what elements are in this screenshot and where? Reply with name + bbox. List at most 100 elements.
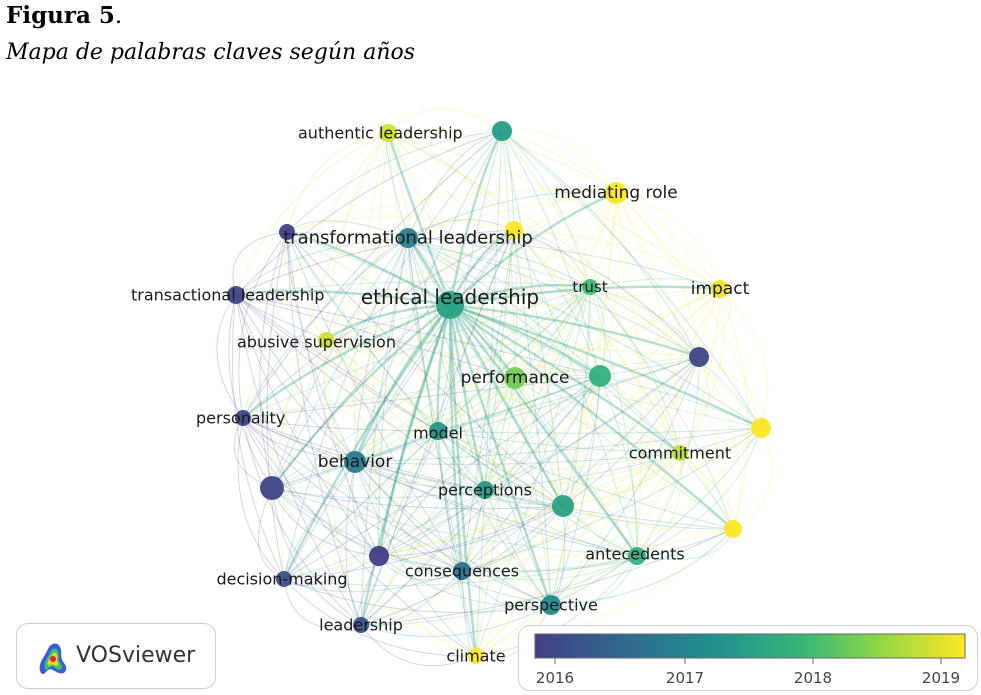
network-link [679,356,710,454]
node-unlabeled-lower-right[interactable] [724,520,742,538]
network-link [407,237,564,507]
network-link [407,237,601,377]
node-commitment[interactable] [672,445,688,461]
network-link [437,427,762,434]
node-ethical-leadership[interactable] [436,291,464,319]
network-link [235,229,515,296]
label-mediating-role: mediating role [554,183,678,203]
network-link [354,452,681,465]
network-link [235,294,486,491]
network-link [237,417,285,580]
node-trust[interactable] [582,279,598,295]
node-performance[interactable] [504,367,526,389]
network-link [589,286,606,377]
network-link [449,303,681,454]
node-climate[interactable] [468,648,484,664]
network-link [407,237,439,432]
network-link [354,286,591,463]
node-perceptions[interactable] [476,481,494,499]
network-link [354,130,503,463]
network-link [325,339,380,557]
node-extra-teal-1[interactable] [552,495,574,517]
network-link [378,555,638,572]
network-link [242,417,463,572]
network-links [216,108,773,667]
node-unlabeled-left[interactable] [689,347,709,367]
network-link [360,375,601,626]
network-link [449,191,617,306]
network-link [449,303,601,378]
node-unlabeled-top[interactable] [492,121,512,141]
network-link [242,417,564,507]
network-link [325,339,439,432]
legend-year-label: 2016 [535,669,575,687]
network-link [378,356,700,557]
node-abusive-supervision[interactable] [318,332,334,348]
network-link [286,231,439,432]
network-link [461,192,617,572]
network-link [286,130,503,233]
node-personality[interactable] [235,410,251,426]
node-unlabeled-yellow-center[interactable] [505,221,523,239]
network-link [286,231,486,491]
node-unlabeled-right[interactable] [751,418,771,438]
vosviewer-logo-text: VOSviewer [76,643,196,668]
label-perspective: perspective [504,596,598,615]
node-authentic-leadership[interactable] [379,124,397,142]
node-unlabeled-lower-left[interactable] [260,476,284,500]
node-behavior[interactable] [344,451,366,473]
network-link [461,452,681,572]
network-link [698,356,741,530]
node-transactional-leadership[interactable] [227,286,245,304]
network-link [353,132,389,463]
network-link [461,375,601,572]
node-leadership[interactable] [353,617,369,633]
network-link [378,375,601,557]
network-link [448,304,553,606]
network-link [501,130,721,290]
node-model[interactable] [429,422,447,440]
network-link [615,192,681,454]
network-link [387,131,617,194]
network-link [354,288,721,463]
network-link [360,555,638,626]
node-unlabeled-mid-right[interactable] [589,365,611,387]
node-mediating-role[interactable] [605,182,627,204]
network-link [242,417,362,626]
network-link [242,417,356,463]
network-link [461,286,591,572]
network-link [216,294,244,419]
network-link [372,132,389,557]
network-link [589,286,681,454]
network-link [514,377,734,530]
network-link [407,237,700,358]
node-perspective[interactable] [541,595,561,615]
node-antecedents[interactable] [628,547,646,565]
network-link [513,229,721,290]
network-link [461,528,734,573]
network-link [437,430,477,657]
network-link [325,339,700,358]
network-link [235,192,617,296]
network-link [407,237,477,657]
year-color-legend: 2016 2017 2018 2019 [518,625,978,691]
vosviewer-logo: VOSviewer [16,623,216,689]
node-consequences[interactable] [453,562,471,580]
node-extra-purple-2[interactable] [369,546,389,566]
network-link [235,294,356,463]
node-extra-purple-1[interactable] [279,224,295,240]
network-link [514,377,681,454]
network-link [283,229,515,580]
node-transformational-leadership[interactable] [398,228,418,248]
network-link [354,461,552,606]
network-link [407,237,486,491]
node-impact[interactable] [711,280,729,298]
network-link [271,229,515,489]
network-link [271,487,638,557]
network-link [271,286,591,489]
network-link [242,132,389,419]
node-decision-making[interactable] [276,571,292,587]
label-model: model [413,424,463,443]
network-link [437,375,601,432]
network-link [242,417,552,606]
